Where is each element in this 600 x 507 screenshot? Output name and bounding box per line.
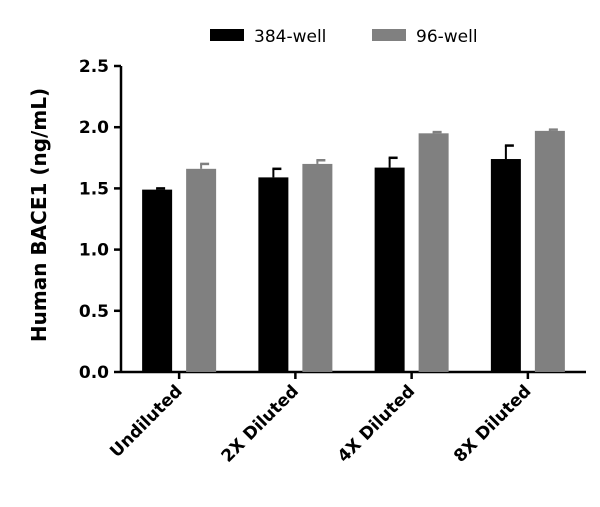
legend-label: 96-well: [416, 27, 478, 47]
y-tick-label: 1.5: [79, 179, 109, 199]
category-label: 8X Diluted: [450, 381, 535, 466]
bar-384-well-3: [374, 167, 405, 372]
bar-384-well-4: [490, 159, 521, 372]
bar-96-well-1: [186, 168, 217, 372]
y-axis-title: Human BACE1 (ng/mL): [27, 88, 51, 342]
y-tick-label: 2.0: [79, 118, 109, 138]
y-tick-label: 2.5: [79, 57, 109, 77]
legend-swatch-384-well: [210, 29, 244, 41]
bar-96-well-2: [302, 163, 333, 372]
bar-384-well-2: [258, 177, 289, 372]
bar-96-well-3: [418, 133, 449, 372]
legend-swatch-96-well: [372, 29, 406, 41]
bar-384-well-1: [142, 189, 173, 372]
bar-96-well-4: [534, 130, 565, 372]
category-label: 2X Diluted: [218, 381, 303, 466]
plot-area: 0.0 0.5 1.0 1.5 2.0 2.5 Undiluted 2X Diluted 4X …: [79, 57, 586, 467]
legend-label: 384-well: [254, 27, 326, 47]
category-label: Undiluted: [106, 381, 186, 461]
y-tick-label: 0.0: [79, 363, 109, 383]
y-tick-label: 1.0: [79, 241, 109, 261]
category-label: 4X Diluted: [334, 381, 419, 466]
legend: 384-well 96-well: [210, 27, 478, 47]
y-tick-label: 0.5: [79, 302, 109, 322]
